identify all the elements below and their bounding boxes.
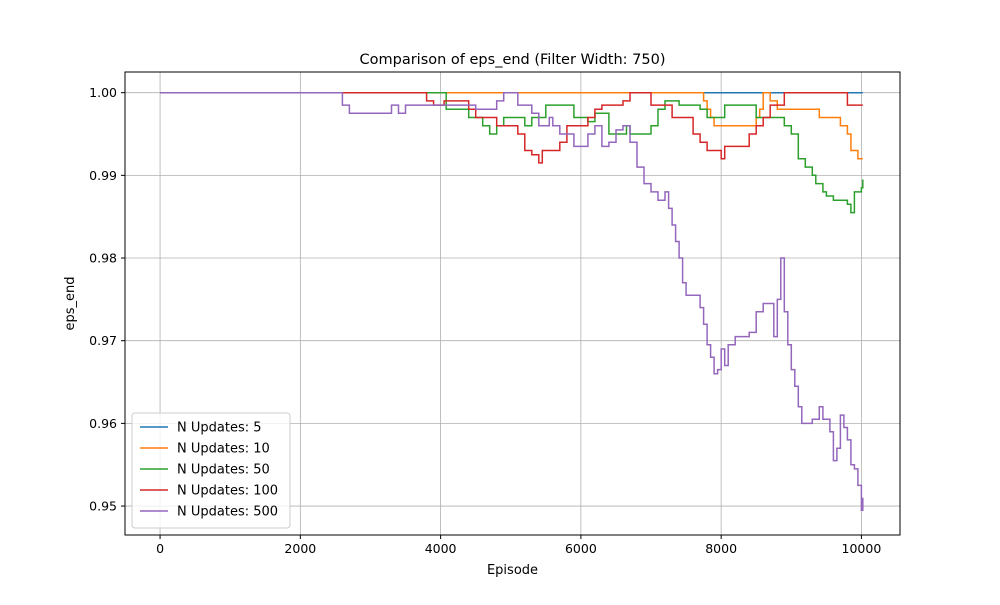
x-axis-ticks: 0 2000 4000 6000 8000 10000 (156, 535, 881, 556)
x-tick-label: 6000 (565, 541, 597, 556)
legend-entry-label: N Updates: 100 (177, 484, 278, 499)
series-line-1 (160, 91, 863, 160)
legend-entry-label: N Updates: 10 (177, 442, 270, 457)
legend: N Updates: 5 N Updates: 10 N Updates: 50 N … (131, 412, 291, 529)
x-tick-label: 2000 (284, 541, 316, 556)
y-axis-ticks: 0.95 0.96 0.97 0.98 0.99 1.00 (89, 85, 125, 514)
series-line-4 (160, 91, 864, 511)
x-tick-label: 10000 (842, 541, 882, 556)
chart-title: Comparison of eps_end (Filter Width: 750… (360, 52, 666, 68)
x-tick-label: 4000 (425, 541, 457, 556)
y-tick-label: 0.95 (89, 499, 117, 514)
y-tick-label: 1.00 (89, 85, 117, 100)
legend-entry-label: N Updates: 50 (177, 463, 270, 478)
plot-area-frame (124, 71, 901, 536)
y-tick-label: 0.99 (89, 168, 117, 183)
legend-entry-label: N Updates: 500 (177, 505, 278, 520)
legend-box (131, 412, 291, 529)
legend-entry-label: N Updates: 5 (177, 421, 262, 436)
y-tick-label: 0.96 (89, 416, 117, 431)
y-axis-label: eps_end (63, 276, 78, 330)
series-line-3 (160, 91, 863, 164)
series-line-2 (160, 91, 864, 214)
x-tick-label: 0 (156, 541, 164, 556)
y-tick-label: 0.98 (89, 251, 117, 266)
series-lines (160, 91, 864, 511)
x-tick-label: 8000 (705, 541, 737, 556)
y-tick-label: 0.97 (89, 333, 117, 348)
x-axis-label: Episode (487, 563, 538, 578)
